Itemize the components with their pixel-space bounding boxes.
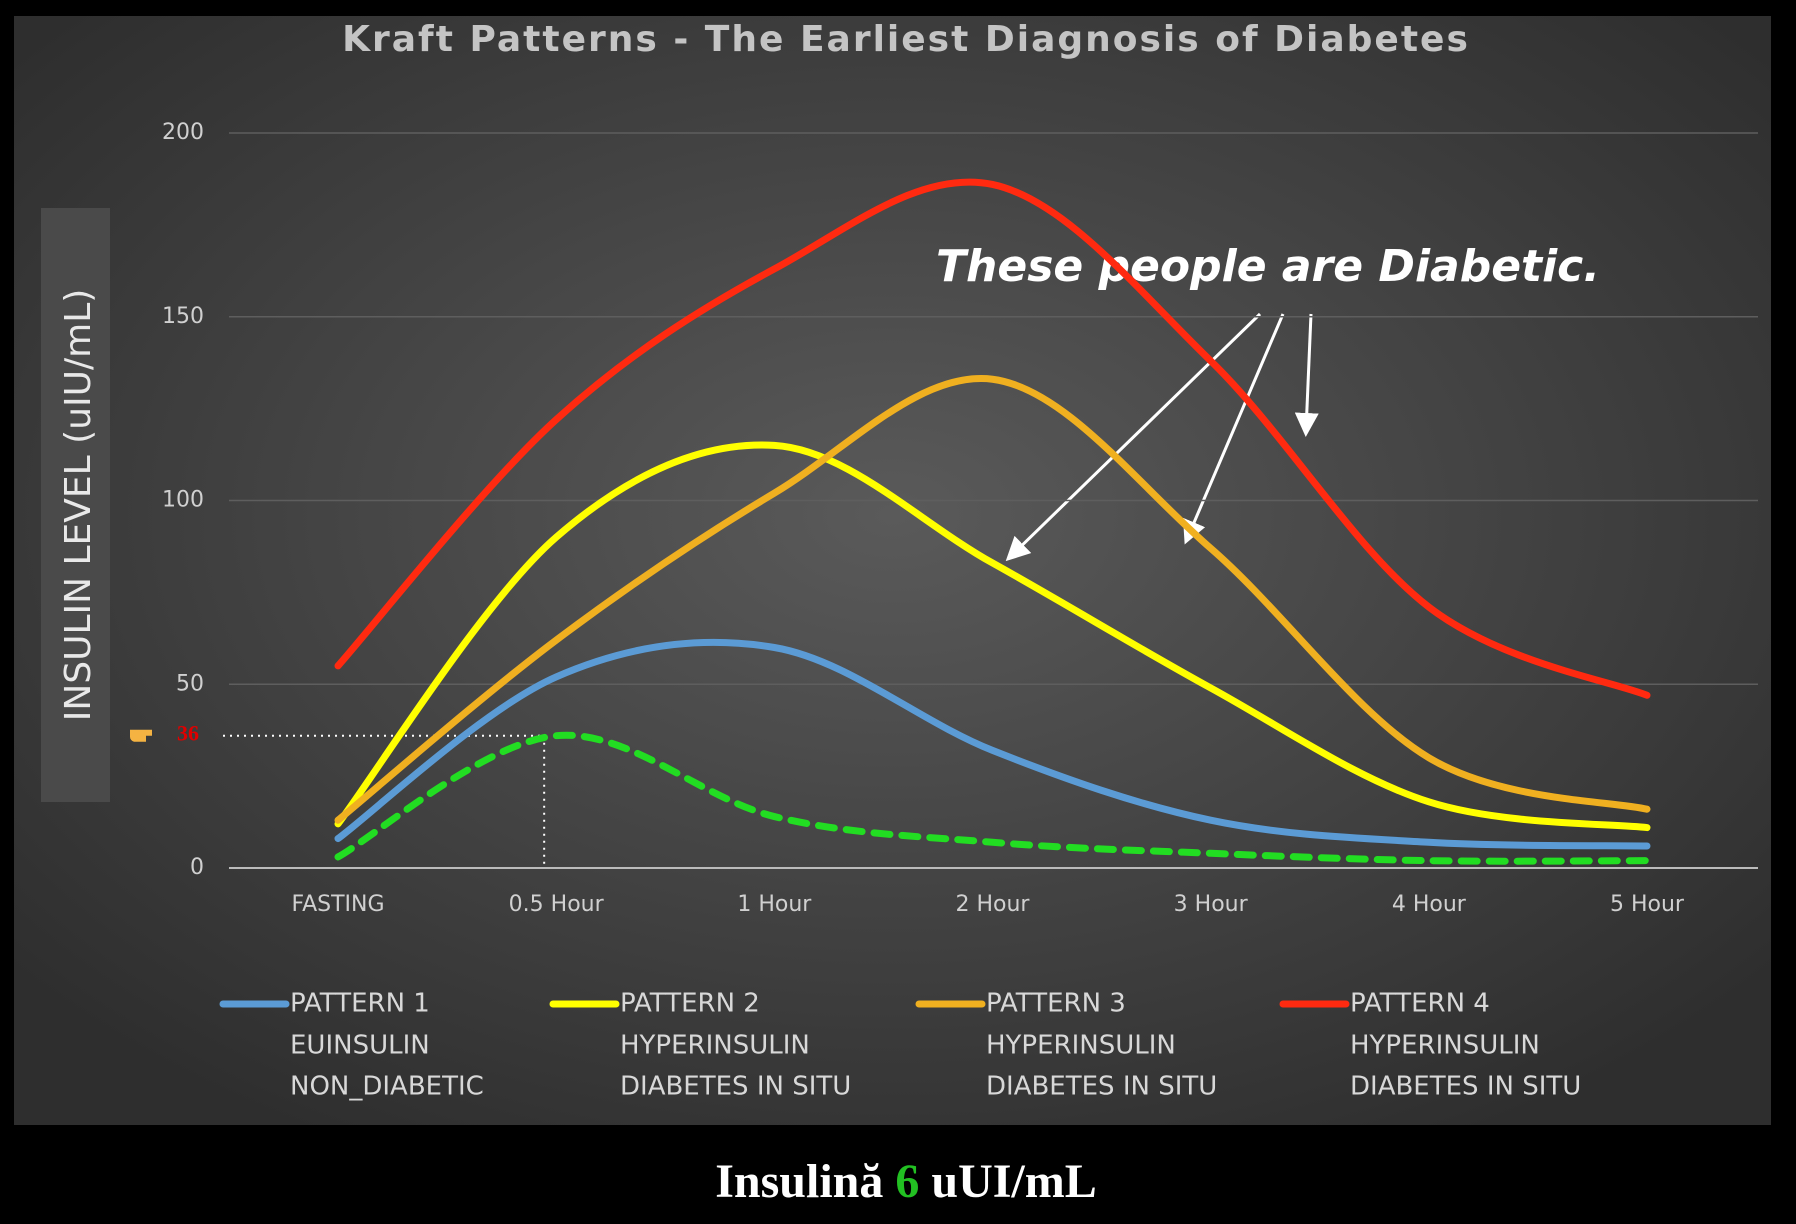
legend-line: DIABETES IN SITU [620, 1072, 851, 1102]
series-line [334, 178, 1651, 699]
x-tick-label: 2 Hour [956, 892, 1031, 917]
x-tick-label: 1 Hour [737, 892, 812, 917]
legend-line: HYPERINSULIN [986, 1031, 1176, 1061]
legend-label: PATTERN 4 [1350, 989, 1490, 1019]
caption-prefix: Insulină [715, 1155, 883, 1208]
y-tick-label: 150 [162, 304, 204, 329]
legend-label: PATTERN 2 [620, 989, 760, 1019]
x-tick-label: 3 Hour [1174, 892, 1249, 917]
y-tick-label: 200 [162, 120, 204, 145]
chart-title: Kraft Patterns - The Earliest Diagnosis … [342, 19, 1470, 60]
series-line [334, 731, 1651, 865]
y-axis-label: INSULIN LEVEL (uIU/mL) [58, 289, 99, 722]
annotation-arrows [1005, 312, 1319, 562]
x-tick-label: FASTING [291, 892, 384, 917]
annotation: These people are Diabetic. [936, 241, 1600, 292]
x-tick-label: 0.5 Hour [509, 892, 605, 917]
y-tick-label: 100 [162, 488, 204, 513]
caption: Insulină 6 uUI/mL [715, 1155, 1097, 1208]
series-line [334, 638, 1651, 850]
series-line [334, 375, 1651, 824]
legend-label: PATTERN 3 [986, 989, 1126, 1019]
legend-line: DIABETES IN SITU [986, 1072, 1217, 1102]
x-tick-label: 4 Hour [1392, 892, 1467, 917]
legend-line: HYPERINSULIN [1350, 1031, 1540, 1061]
y-tick-label: 50 [176, 671, 204, 696]
y-tick-label: 0 [190, 855, 204, 880]
legend-line: DIABETES IN SITU [1350, 1072, 1581, 1102]
caption-unit: uUI/mL [931, 1155, 1096, 1208]
legend-line: HYPERINSULIN [620, 1031, 810, 1061]
series-line [334, 441, 1651, 832]
y-label-box [41, 208, 110, 802]
chart-panel [14, 16, 1771, 1125]
caption-number: 6 [895, 1155, 919, 1208]
marker-label: 36 [177, 721, 199, 746]
pointer-icon [129, 729, 152, 742]
legend-line: EUINSULIN [290, 1031, 430, 1061]
x-tick-label: 5 Hour [1610, 892, 1685, 917]
legend-label: PATTERN 1 [290, 989, 430, 1019]
legend-line: NON_DIABETIC [290, 1072, 484, 1102]
